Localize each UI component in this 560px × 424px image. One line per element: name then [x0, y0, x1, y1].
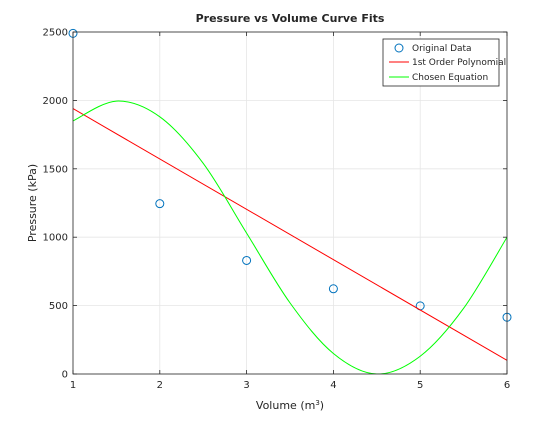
plot-frame — [72, 31, 508, 375]
x-axis-label: Volume (m3) — [256, 399, 324, 412]
data-point-original-data — [328, 284, 338, 294]
x-tick-label: 2 — [157, 380, 163, 391]
series-line-chosen-equation — [73, 100, 507, 374]
x-axis-label-text: Volume (m — [256, 399, 315, 412]
y-axis-label: Pressure (kPa) — [26, 164, 39, 242]
data-point-original-data — [155, 199, 165, 209]
y-tick-label: 2500 — [43, 28, 68, 39]
legend-label-1st-order-polynomial: 1st Order Polynomial — [412, 58, 506, 68]
series-line-1st-order-polynomial — [73, 108, 507, 361]
y-tick-label: 1000 — [43, 233, 68, 244]
x-axis-label-superscript: 3 — [315, 399, 319, 407]
x-tick-label: 1 — [70, 380, 76, 391]
series-layer — [68, 28, 512, 374]
y-tick-label: 2000 — [43, 96, 68, 107]
plot-area — [73, 32, 507, 374]
y-tick-label: 0 — [62, 370, 68, 381]
legend: Original Data 1st Order Polynomial Chose… — [382, 38, 506, 87]
legend-label-original-data: Original Data — [412, 44, 472, 54]
legend-marker-original-data — [394, 43, 404, 53]
x-tick-label: 5 — [417, 380, 423, 391]
x-axis-label-suffix: ) — [320, 399, 324, 412]
x-tick-label: 3 — [243, 380, 249, 391]
y-tick-label: 1500 — [43, 164, 68, 175]
x-tick-label: 4 — [330, 380, 336, 391]
data-point-original-data — [242, 255, 252, 265]
x-tick-label: 6 — [504, 380, 510, 391]
chart-title: Pressure vs Volume Curve Fits — [196, 12, 385, 25]
legend-label-chosen-equation: Chosen Equation — [412, 73, 488, 83]
y-tick-label: 500 — [49, 301, 68, 312]
